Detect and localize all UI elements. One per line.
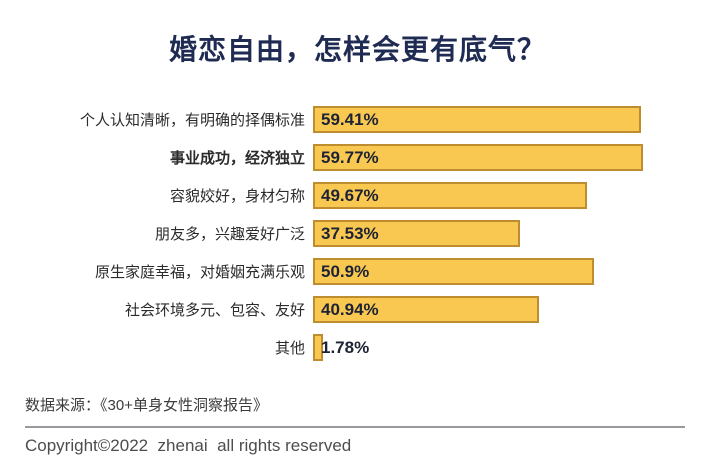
value-label: 1.78% <box>321 338 370 357</box>
bar <box>313 258 594 285</box>
category-label: 社会环境多元、包容、友好 <box>124 302 305 319</box>
bar <box>313 296 539 323</box>
category-label: 原生家庭幸福，对婚姻充满乐观 <box>94 264 305 281</box>
footer-divider <box>25 426 685 428</box>
bar-area: 59.41% <box>313 106 715 133</box>
value-label: 50.9% <box>321 262 370 281</box>
bar-row: 其他 1.78% <box>0 334 715 361</box>
bar-area: 50.9% <box>313 258 715 285</box>
bar <box>313 106 641 133</box>
value-label: 40.94% <box>321 300 379 319</box>
value-label: 49.67% <box>321 186 379 205</box>
bar <box>313 334 323 361</box>
category-label: 朋友多，兴趣爱好广泛 <box>154 226 305 243</box>
bar-area: 40.94% <box>313 296 715 323</box>
footer: 数据来源：《30+单身女性洞察报告》 Copyright©2022 zhenai… <box>25 394 685 456</box>
bar <box>313 220 521 247</box>
category-label: 个人认知清晰，有明确的择偶标准 <box>79 112 305 129</box>
bar <box>313 144 643 171</box>
value-label: 37.53% <box>321 224 379 243</box>
bar <box>313 182 588 209</box>
bar-row: 事业成功，经济独立 59.77% <box>0 144 715 171</box>
value-label: 59.77% <box>321 148 379 167</box>
bar-chart: 个人认知清晰，有明确的择偶标准 59.41% 事业成功，经济独立 59.77% … <box>0 106 715 361</box>
category-label: 事业成功，经济独立 <box>169 150 305 167</box>
bar-row: 个人认知清晰，有明确的择偶标准 59.41% <box>0 106 715 133</box>
chart-title: 婚恋自由，怎样会更有底气？ <box>168 34 546 65</box>
bar-row: 社会环境多元、包容、友好 40.94% <box>0 296 715 323</box>
value-label: 59.41% <box>321 110 379 129</box>
copyright-text: Copyright©2022 zhenai all rights reserve… <box>25 436 352 455</box>
bar-area: 49.67% <box>313 182 715 209</box>
category-label: 容貌姣好，身材匀称 <box>169 188 305 205</box>
bar-row: 容貌姣好，身材匀称 49.67% <box>0 182 715 209</box>
data-source-text: 数据来源：《30+单身女性洞察报告》 <box>25 397 268 414</box>
bar-row: 朋友多，兴趣爱好广泛 37.53% <box>0 220 715 247</box>
bar-row: 原生家庭幸福，对婚姻充满乐观 50.9% <box>0 258 715 285</box>
category-label: 其他 <box>274 340 305 357</box>
bar-area: 1.78% <box>313 334 715 361</box>
bar-area: 59.77% <box>313 144 715 171</box>
bar-area: 37.53% <box>313 220 715 247</box>
